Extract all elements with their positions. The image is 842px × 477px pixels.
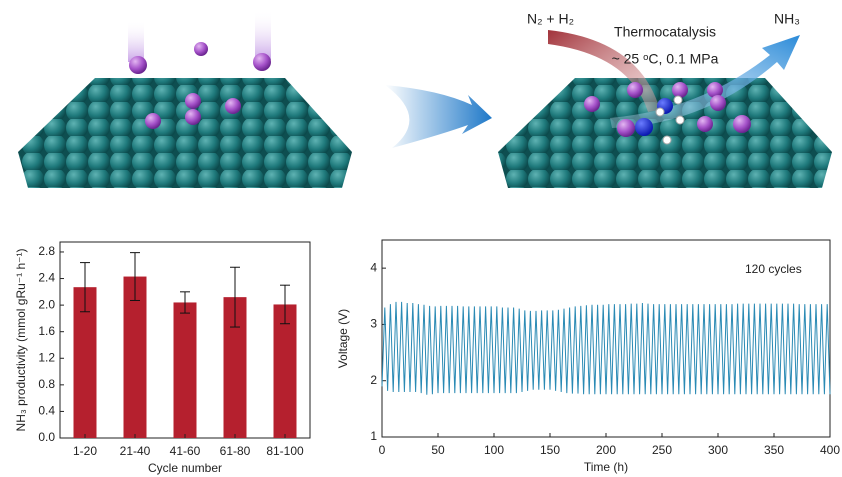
x-tick-label: 0 (379, 443, 386, 457)
bar (274, 304, 297, 438)
y-tick-label: 2.4 (38, 271, 55, 285)
x-tick-label: 100 (484, 443, 504, 457)
x-tick-label: 41-60 (170, 444, 201, 458)
x-tick-label: 150 (540, 443, 560, 457)
x-tick-label: 81-100 (266, 444, 304, 458)
atom (617, 119, 635, 137)
trail (128, 20, 144, 62)
x-tick-label: 200 (596, 443, 616, 457)
scheme: N₂ + H₂ Thermocatalysis ~ 25 ᵒC, 0.1 MPa… (18, 10, 832, 188)
x-tick-label: 400 (820, 443, 840, 457)
x-tick-label: 1-20 (73, 444, 97, 458)
page: {"scheme": {"reactants": "N₂ + H₂", "pro… (0, 0, 842, 477)
x-tick-label: 61-80 (220, 444, 251, 458)
reactants: N₂ + H₂ (527, 11, 574, 27)
atom (710, 95, 726, 111)
x-tick-label: 250 (652, 443, 672, 457)
atom (697, 116, 713, 132)
annotation: 120 cycles (745, 262, 802, 276)
hydrogen (663, 136, 671, 144)
atom (627, 82, 643, 98)
atom (253, 53, 271, 71)
x-tick-label: 21-40 (120, 444, 151, 458)
y-tick-label: 3 (370, 317, 377, 331)
x-axis-label: Cycle number (148, 461, 222, 475)
atom (129, 56, 147, 74)
process: Thermocatalysis (614, 24, 716, 40)
y-tick-label: 2.8 (38, 244, 55, 258)
atom (584, 96, 600, 112)
atom (185, 109, 201, 125)
arrow (385, 85, 492, 148)
hydrogen (656, 108, 664, 116)
y-tick-label: 0.4 (38, 404, 55, 418)
nitrogen (635, 118, 653, 136)
hydrogen (674, 96, 682, 104)
y-tick-label: 4 (370, 260, 377, 274)
hydrogen (676, 116, 684, 124)
figure: N₂ + H₂ Thermocatalysis ~ 25 ᵒC, 0.1 MPa… (0, 0, 842, 477)
atom (185, 93, 201, 109)
slab (18, 78, 352, 188)
x-tick-label: 300 (708, 443, 728, 457)
atom (145, 113, 161, 129)
y-tick-label: 0.0 (38, 430, 55, 444)
y-axis-label: Voltage (V) (336, 309, 350, 368)
y-axis-label: NH₃ productivity (mmol gRu⁻¹ h⁻¹) (14, 249, 28, 432)
bar (174, 302, 197, 438)
y-tick-label: 2 (370, 373, 377, 387)
trail (255, 10, 271, 60)
y-tick-label: 1.6 (38, 324, 55, 338)
atom (225, 98, 241, 114)
y-tick-label: 0.8 (38, 377, 55, 391)
x-tick-label: 50 (431, 443, 445, 457)
atom (672, 82, 688, 98)
y-tick-label: 1.2 (38, 350, 55, 364)
atom (194, 42, 208, 56)
slab (498, 78, 832, 188)
y-tick-label: 2.0 (38, 297, 55, 311)
product: NH₃ (774, 11, 800, 27)
atom (733, 115, 751, 133)
x-tick-label: 350 (764, 443, 784, 457)
voltage-line (382, 302, 830, 395)
x-axis-label: Time (h) (584, 460, 628, 474)
conditions: ~ 25 ᵒC, 0.1 MPa (612, 51, 719, 67)
y-tick-label: 1 (370, 429, 377, 443)
